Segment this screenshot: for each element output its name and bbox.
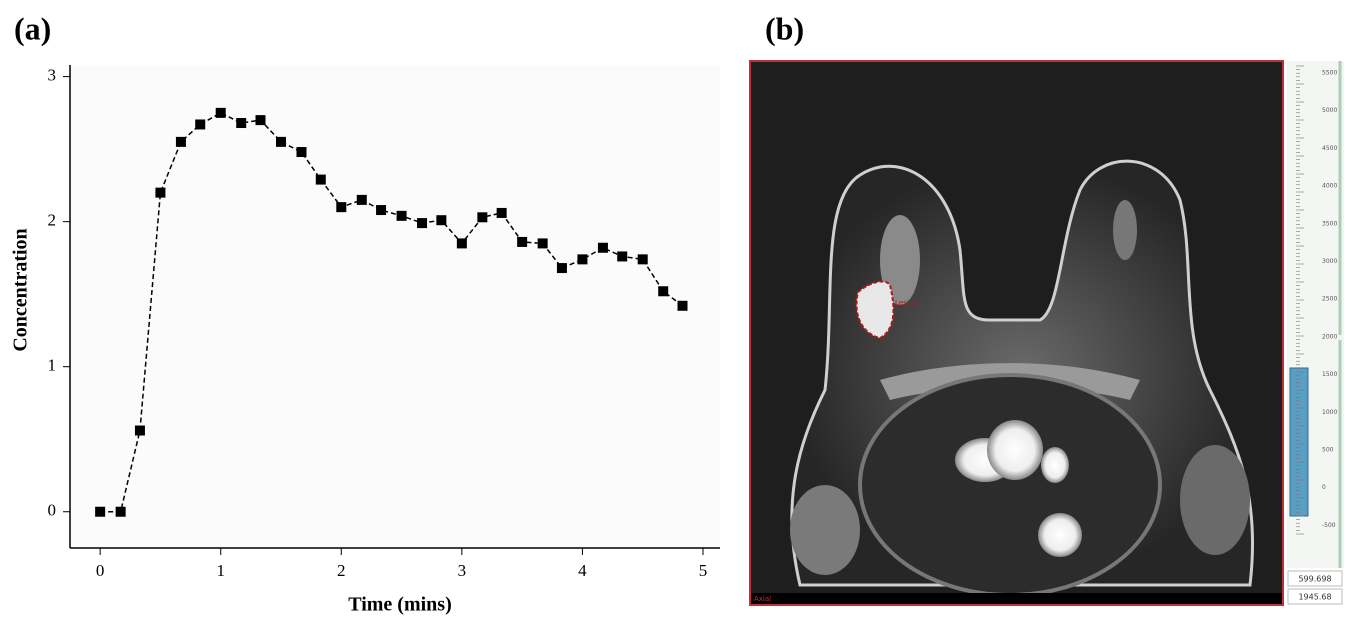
x-axis-label: Time (mins) [348,594,452,616]
x-tick-label: 2 [337,561,346,580]
y-axis-label: Concentration [10,228,32,351]
mri-image [749,60,1284,606]
marker [175,136,186,147]
scale-label: 0 [1322,484,1326,491]
scale-label: 1500 [1322,371,1337,378]
scale-label: 4000 [1322,183,1337,190]
marker [276,136,286,147]
marker [658,286,669,297]
x-tick-label: 4 [578,561,587,580]
marker [315,174,326,185]
scale-label: 3500 [1322,220,1337,227]
marker [396,210,407,221]
marker [456,238,467,249]
scale-panel [1287,61,1344,568]
panel-label: (b) [765,10,804,46]
view-label: Axial [754,595,771,603]
marker [134,425,145,436]
marker [577,254,588,265]
scale-label: 2000 [1322,333,1337,340]
scale-label: 1000 [1322,409,1337,416]
scale-label: 5500 [1322,70,1337,77]
panel-label: (a) [14,10,51,46]
marker [537,238,548,249]
scale-label: 2500 [1322,296,1337,303]
marker [637,254,648,265]
scale-label: 5000 [1322,107,1337,114]
roi-label: Lesion [895,299,917,307]
marker [296,147,307,158]
marker [215,107,226,118]
plot-area [70,65,720,548]
marker [417,218,428,229]
readout: 1945.68 [1298,593,1331,602]
x-tick-label: 0 [96,561,105,580]
scale-label: 4500 [1322,145,1337,152]
y-tick-label: 3 [48,66,57,85]
x-tick-label: 5 [699,561,708,580]
scale-label: 500 [1322,447,1334,454]
scale-label: 3000 [1322,258,1337,265]
x-tick-label: 1 [216,561,225,580]
marker [155,187,166,198]
marker [556,263,567,274]
marker [436,215,447,226]
marker [255,115,266,126]
marker [236,118,247,129]
marker [517,236,528,247]
x-tick-label: 3 [458,561,467,580]
scale-label: -500 [1322,522,1336,529]
marker [356,194,367,205]
marker [95,506,106,517]
marker [195,119,206,130]
marker [477,212,488,223]
marker [376,205,387,216]
marker [677,300,688,311]
y-tick-label: 1 [48,356,57,375]
marker [115,506,126,517]
readout-box [1287,588,1343,605]
marker [496,207,507,218]
readout-box [1287,570,1343,587]
readout: 599.698 [1298,575,1331,584]
marker [336,202,347,213]
marker [597,242,608,253]
y-tick-label: 0 [48,501,57,520]
marker [617,251,628,262]
y-tick-label: 2 [48,211,57,230]
